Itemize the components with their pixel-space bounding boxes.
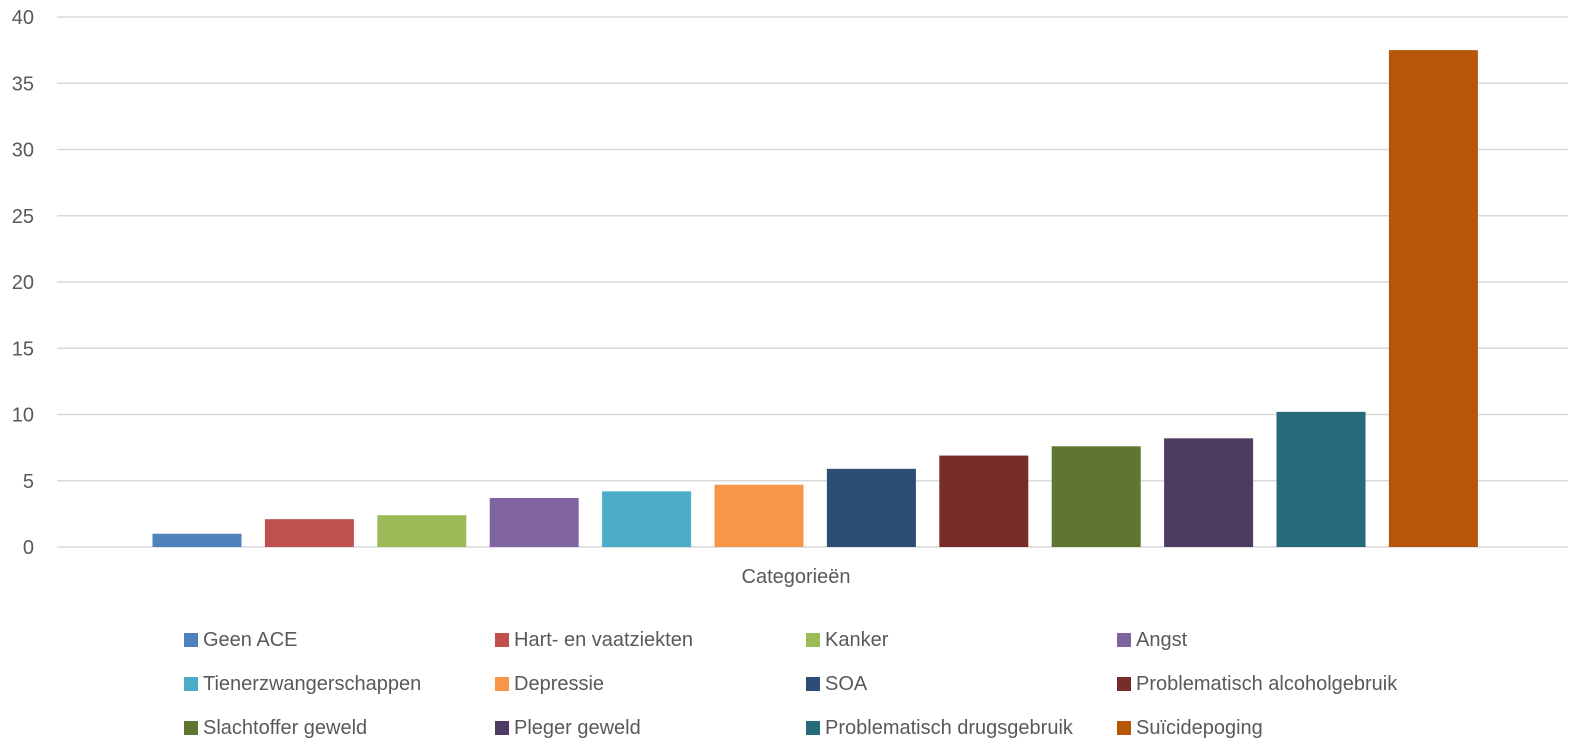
- legend-swatch: [495, 633, 509, 647]
- legend-swatch: [1117, 677, 1131, 691]
- legend-label: Kanker: [825, 628, 889, 651]
- legend-label: Pleger geweld: [514, 716, 641, 739]
- y-tick-label: 0: [23, 537, 34, 559]
- legend-item: Depressie: [495, 673, 806, 696]
- legend-swatch: [806, 721, 820, 735]
- legend-label: Angst: [1136, 628, 1188, 651]
- y-tick-label: 25: [12, 206, 34, 228]
- legend-label: Tienerzwangerschappen: [203, 672, 422, 695]
- y-tick-label: 30: [12, 140, 34, 162]
- bar-4: [489, 497, 579, 547]
- legend-item: Hart- en vaatziekten: [495, 629, 806, 652]
- y-tick-label: 15: [12, 338, 34, 360]
- x-axis-title: Categorieën: [741, 566, 851, 588]
- legend-label: Hart- en vaatziekten: [514, 628, 693, 651]
- legend-label: Problematisch drugsgebruik: [825, 716, 1073, 739]
- legend: Geen ACE Hart- en vaatziekten Kanker Angst T…: [184, 618, 1564, 750]
- legend-label: Slachtoffer geweld: [203, 716, 368, 739]
- legend-label: Depressie: [514, 672, 605, 695]
- legend-label: Geen ACE: [203, 628, 298, 651]
- legend-item: Tienerzwangerschappen: [184, 673, 495, 696]
- bar-10: [1164, 438, 1254, 547]
- legend-swatch: [1117, 633, 1131, 647]
- y-tick-label: 35: [12, 73, 34, 95]
- legend-item: Slachtoffer geweld: [184, 717, 495, 740]
- bar-12: [1388, 50, 1478, 547]
- legend-item: Pleger geweld: [495, 717, 806, 740]
- bar-6: [714, 484, 804, 547]
- legend-item: Suïcidepoging: [1117, 717, 1428, 740]
- y-tick-label: 20: [12, 272, 34, 294]
- y-tick-label: 40: [12, 7, 34, 29]
- legend-swatch: [184, 677, 198, 691]
- bar-1: [152, 533, 242, 547]
- legend-row: Tienerzwangerschappen Depressie SOA Problem…: [184, 662, 1564, 706]
- legend-swatch: [184, 721, 198, 735]
- legend-swatch: [184, 633, 198, 647]
- legend-label: Problematisch alcoholgebruik: [1136, 672, 1398, 695]
- bar-7: [826, 468, 916, 547]
- legend-swatch: [495, 721, 509, 735]
- bar-11: [1276, 411, 1366, 547]
- legend-item: SOA: [806, 673, 1117, 696]
- bar-3: [377, 515, 467, 547]
- legend-item: Geen ACE: [184, 629, 495, 652]
- legend-item: Problematisch drugsgebruik: [806, 717, 1117, 740]
- bar-9: [1051, 446, 1141, 547]
- legend-swatch: [806, 677, 820, 691]
- legend-swatch: [1117, 721, 1131, 735]
- legend-swatch: [806, 633, 820, 647]
- legend-item: Angst: [1117, 629, 1428, 652]
- legend-item: Kanker: [806, 629, 1117, 652]
- bar-8: [939, 455, 1029, 547]
- y-tick-label: 5: [23, 471, 34, 493]
- legend-label: Suïcidepoging: [1136, 716, 1263, 739]
- legend-label: SOA: [825, 672, 868, 695]
- bar-2: [264, 519, 354, 547]
- y-tick-label: 10: [12, 405, 34, 427]
- legend-swatch: [495, 677, 509, 691]
- legend-item: Problematisch alcoholgebruik: [1117, 673, 1428, 696]
- bar-5: [602, 491, 692, 547]
- legend-row: Slachtoffer geweld Pleger geweld Problemat…: [184, 706, 1564, 750]
- legend-row: Geen ACE Hart- en vaatziekten Kanker Angst: [184, 618, 1564, 662]
